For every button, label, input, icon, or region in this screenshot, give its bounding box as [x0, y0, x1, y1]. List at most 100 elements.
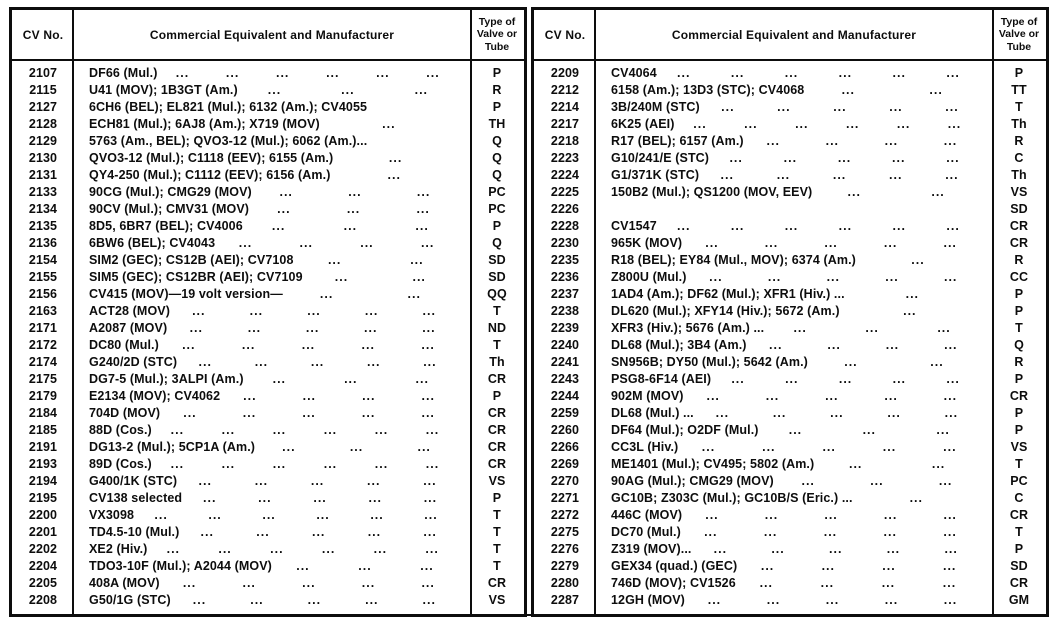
equivalent-text: Z800U (Mul.)	[611, 270, 687, 284]
leader-dots: ...	[844, 355, 858, 369]
leader-dots: ...	[415, 372, 429, 386]
leader-dots: ...	[837, 151, 852, 165]
cv-no-cell: 2287	[550, 593, 580, 607]
type-cell: T	[493, 542, 501, 556]
table-row: 2269 ME1401 (Mul.); CV495; 5802 (Am.)....…	[534, 456, 1046, 473]
leader-dots: ...	[367, 474, 381, 488]
type-cell: R	[492, 83, 502, 97]
equivalent-text: 88D (Cos.)	[89, 423, 152, 437]
equivalent-text: SIM5 (GEC); CS12BR (AEI); CV7109	[89, 270, 303, 284]
table-right: CV No. Commercial Equivalent and Manufac…	[531, 7, 1049, 617]
leader-dots: ...	[883, 508, 898, 522]
type-cell: CR	[487, 372, 507, 386]
cv-no-cell: 2225	[550, 185, 580, 199]
equivalent-text: A2087 (MOV)	[89, 321, 168, 335]
cv-no-cell: 2136	[28, 236, 58, 250]
equivalent-cell: 902M (MOV)...............	[596, 388, 992, 405]
leader-dots: ...	[892, 219, 906, 233]
cv-no-cell: 2179	[28, 389, 58, 403]
leader-dots: ...	[767, 270, 782, 284]
leader-dots: ...	[307, 593, 322, 607]
table-row: 2154 SIM2 (GEC); CS12B (AEI); CV7108.....…	[12, 252, 524, 269]
leader-dots: ...	[946, 219, 960, 233]
leader-dots: ...	[784, 219, 799, 233]
table-row: 2194 G400/1K (STC)............... VS	[12, 473, 524, 490]
equivalent-text: XFR3 (Hiv.); 5676 (Am.) ...	[611, 321, 765, 335]
type-cell: TH	[488, 117, 506, 131]
equivalent-text: 746D (MOV); CV1526	[611, 576, 736, 590]
leader-dots: ...	[801, 474, 815, 488]
leader-dots: ...	[693, 117, 707, 131]
leader-dots: ...	[242, 576, 256, 590]
equivalent-text: 89D (Cos.)	[89, 457, 152, 471]
leader-dots: ...	[422, 304, 436, 318]
cv-no-cell: 2275	[550, 525, 580, 539]
equivalent-cell: PSG8-6F14 (AEI)...............	[596, 371, 992, 388]
equivalent-text: U41 (MOV); 1B3GT (Am.)	[89, 83, 238, 97]
leader-dots: ...	[823, 525, 838, 539]
equivalent-text: DL68 (Mul.) ...	[611, 406, 694, 420]
leader-dots: ...	[882, 440, 897, 454]
equivalent-cell: Z319 (MOV)..................	[596, 541, 992, 558]
equivalent-text: 3B/240M (STC)	[611, 100, 700, 114]
leader-dots: ...	[373, 542, 388, 556]
equivalent-cell: TD4.5-10 (Mul.)...............	[74, 524, 470, 541]
cv-no-cell: 2185	[28, 423, 58, 437]
leader-dots: ...	[730, 219, 745, 233]
table-row: 2217 6K25 (AEI).................. Th	[534, 116, 1046, 133]
cv-no-cell: 2154	[28, 253, 58, 267]
leader-dots: ...	[218, 542, 232, 556]
leader-dots: ...	[946, 151, 960, 165]
cv-no-cell: 2238	[550, 304, 580, 318]
table-left: CV No. Commercial Equivalent and Manufac…	[9, 7, 527, 617]
table-row: 2200 VX3098.................. T	[12, 507, 524, 524]
equivalent-text: CV1547	[611, 219, 657, 233]
leader-dots: ...	[946, 372, 960, 386]
cv-no-cell: 2195	[28, 491, 58, 505]
leader-dots: ...	[764, 236, 779, 250]
table-row: 2195 CV138 selected............... P	[12, 490, 524, 507]
type-cell: SD	[1010, 202, 1028, 216]
type-cell: Q	[492, 236, 502, 250]
equivalent-text: QVO3-12 (Mul.); C1118 (EEV); 6155 (Am.)	[89, 151, 334, 165]
equivalent-text: SIM2 (GEC); CS12B (AEI); CV7108	[89, 253, 294, 267]
leader-dots: ...	[760, 559, 775, 573]
equivalent-text: 90CG (Mul.); CMG29 (MOV)	[89, 185, 252, 199]
leader-dots: ...	[421, 338, 435, 352]
cv-no-cell: 2131	[28, 168, 58, 182]
cv-no-cell: 2128	[28, 117, 58, 131]
cv-no-cell: 2155	[28, 270, 58, 284]
leader-dots: ...	[192, 593, 207, 607]
type-cell: P	[492, 100, 502, 114]
cv-no-cell: 2209	[550, 66, 580, 80]
leader-dots: ...	[296, 559, 310, 573]
leader-dots: ...	[942, 576, 957, 590]
cv-no-cell: 2226	[550, 202, 580, 216]
equivalent-cell: 90AG (Mul.); CMG29 (MOV).........	[596, 473, 992, 490]
cv-no-cell: 2135	[28, 219, 58, 233]
table-row: 2240 DL68 (Mul.); 3B4 (Am.)............ Q	[534, 337, 1046, 354]
table-row: 2271 GC10B; Z303C (Mul.); GC10B/S (Eric.)…	[534, 490, 1046, 507]
leader-dots: ...	[677, 66, 691, 80]
equivalent-text: 704D (MOV)	[89, 406, 161, 420]
cv-no-cell: 2184	[28, 406, 58, 420]
type-cell: TT	[1011, 83, 1027, 97]
type-cell: T	[1015, 100, 1023, 114]
leader-dots: ...	[707, 593, 722, 607]
equivalent-text: G1/371K (STC)	[611, 168, 700, 182]
equivalent-cell: 8D5, 6BR7 (BEL); CV4006.........	[74, 218, 470, 235]
table-row: 2129 5763 (Am., BEL); QVO3-12 (Mul.); 606…	[12, 133, 524, 150]
leader-dots: ...	[766, 134, 780, 148]
leader-dots: ...	[358, 559, 372, 573]
leader-dots: ...	[943, 389, 958, 403]
equivalent-cell: DL68 (Mul.); 3B4 (Am.)............	[596, 337, 992, 354]
table-row: 2230 965K (MOV)............... CR	[534, 235, 1046, 252]
equivalent-text: R18 (BEL); EY84 (Mul., MOV); 6374 (Am.)	[611, 253, 856, 267]
type-cell: PC	[488, 185, 506, 199]
leader-dots: ...	[905, 287, 920, 301]
table-row: 2205 408A (MOV)............... CR	[12, 575, 524, 592]
leader-dots: ...	[370, 508, 384, 522]
table-row: 2208 G50/1G (STC)............... VS	[12, 592, 524, 609]
leader-dots: ...	[865, 321, 879, 335]
equivalent-cell: 90CV (Mul.); CMV31 (MOV).........	[74, 201, 470, 218]
